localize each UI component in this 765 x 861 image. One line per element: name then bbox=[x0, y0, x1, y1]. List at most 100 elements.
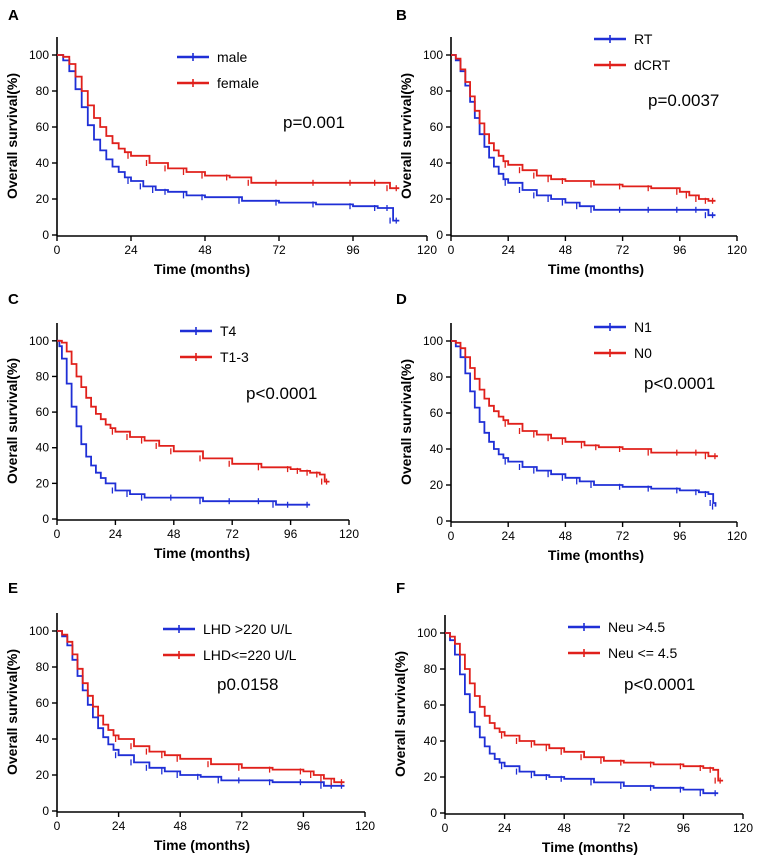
x-tick-label: 0 bbox=[54, 527, 61, 541]
x-axis-title: Time (months) bbox=[154, 261, 250, 277]
x-tick-label: 72 bbox=[616, 243, 630, 257]
y-tick-label: 20 bbox=[36, 476, 50, 490]
y-tick-label: 40 bbox=[36, 732, 50, 746]
p-value-annotation: p=0.0037 bbox=[648, 91, 719, 110]
y-tick-label: 20 bbox=[36, 192, 50, 206]
legend-label: male bbox=[217, 49, 248, 65]
y-tick-label: 20 bbox=[36, 768, 50, 782]
panel-d: D 0 24 48 72 96 120 0 20 40 60 80 100 Time (months) Ov… bbox=[396, 291, 747, 563]
x-tick-label: 0 bbox=[448, 243, 455, 257]
y-tick-label: 60 bbox=[36, 120, 50, 134]
x-tick-label: 48 bbox=[559, 529, 573, 543]
y-tick-label: 40 bbox=[36, 156, 50, 170]
x-tick-label: 96 bbox=[284, 527, 298, 541]
y-tick-label: 0 bbox=[436, 514, 443, 528]
y-tick-label: 40 bbox=[430, 156, 444, 170]
y-tick-label: 60 bbox=[36, 405, 50, 419]
y-axis-title: Overall survival(%) bbox=[398, 73, 414, 199]
x-tick-label: 48 bbox=[167, 527, 181, 541]
x-axis-title: Time (months) bbox=[542, 839, 638, 855]
x-tick-label: 72 bbox=[226, 527, 240, 541]
x-tick-label: 120 bbox=[339, 527, 359, 541]
x-tick-label: 24 bbox=[109, 527, 123, 541]
legend-label: dCRT bbox=[634, 57, 671, 73]
legend-item-2: N0 bbox=[594, 345, 652, 361]
y-tick-label: 80 bbox=[430, 84, 444, 98]
survival-curve-1 bbox=[451, 340, 717, 507]
y-tick-label: 60 bbox=[36, 696, 50, 710]
p-value-annotation: p0.0158 bbox=[217, 675, 278, 694]
legend-label: LHD<=220 U/L bbox=[203, 647, 297, 663]
y-tick-label: 20 bbox=[430, 192, 444, 206]
p-value-annotation: p<0.0001 bbox=[246, 384, 317, 403]
y-tick-label: 80 bbox=[424, 662, 438, 676]
y-tick-label: 0 bbox=[430, 806, 437, 820]
legend-item-1: Neu >4.5 bbox=[568, 619, 665, 635]
y-tick-label: 80 bbox=[36, 84, 50, 98]
x-tick-label: 120 bbox=[355, 819, 375, 833]
x-tick-label: 24 bbox=[112, 819, 126, 833]
survival-curve-1 bbox=[57, 630, 345, 787]
survival-curve-2 bbox=[57, 54, 400, 190]
y-tick-label: 40 bbox=[424, 734, 438, 748]
y-tick-label: 80 bbox=[36, 660, 50, 674]
y-tick-label: 20 bbox=[424, 770, 438, 784]
x-tick-label: 0 bbox=[448, 529, 455, 543]
x-tick-label: 72 bbox=[616, 529, 630, 543]
x-tick-label: 96 bbox=[297, 819, 311, 833]
panel-label: E bbox=[8, 580, 18, 597]
y-tick-label: 80 bbox=[36, 369, 50, 383]
y-tick-label: 100 bbox=[417, 626, 437, 640]
x-tick-label: 48 bbox=[559, 243, 573, 257]
x-tick-label: 72 bbox=[235, 819, 249, 833]
y-tick-label: 0 bbox=[42, 228, 49, 242]
y-tick-label: 100 bbox=[29, 624, 49, 638]
y-tick-label: 0 bbox=[436, 228, 443, 242]
x-tick-label: 120 bbox=[733, 821, 753, 835]
x-tick-label: 48 bbox=[198, 243, 212, 257]
legend-label: N1 bbox=[634, 319, 652, 335]
panel-a: A 0 24 48 72 96 120 0 20 40 60 80 100 Time (months) Ov… bbox=[4, 7, 437, 277]
legend-item-1: LHD >220 U/L bbox=[163, 621, 292, 637]
y-tick-label: 60 bbox=[430, 406, 444, 420]
y-tick-label: 60 bbox=[430, 120, 444, 134]
x-tick-label: 120 bbox=[727, 529, 747, 543]
legend-item-1: male bbox=[177, 49, 248, 65]
legend-label: RT bbox=[634, 31, 653, 47]
legend-label: Neu >4.5 bbox=[608, 619, 665, 635]
survival-curve-1 bbox=[57, 339, 311, 506]
y-tick-label: 100 bbox=[423, 334, 443, 348]
x-tick-label: 24 bbox=[502, 243, 516, 257]
y-tick-label: 20 bbox=[430, 478, 444, 492]
x-tick-label: 24 bbox=[124, 243, 138, 257]
legend-item-2: LHD<=220 U/L bbox=[163, 647, 297, 663]
legend-label: T4 bbox=[220, 323, 237, 339]
x-tick-label: 96 bbox=[673, 243, 687, 257]
y-tick-label: 80 bbox=[430, 370, 444, 384]
x-tick-label: 120 bbox=[727, 243, 747, 257]
panel-c: C 0 24 48 72 96 120 0 20 40 60 80 100 Time (months) Ov… bbox=[4, 291, 359, 561]
x-tick-label: 96 bbox=[346, 243, 360, 257]
y-tick-label: 0 bbox=[42, 512, 49, 526]
x-tick-label: 48 bbox=[174, 819, 188, 833]
x-tick-label: 0 bbox=[442, 821, 449, 835]
survival-curve-2 bbox=[445, 632, 724, 782]
x-tick-label: 72 bbox=[272, 243, 286, 257]
x-tick-label: 96 bbox=[677, 821, 691, 835]
y-tick-label: 100 bbox=[29, 334, 49, 348]
legend-item-2: dCRT bbox=[594, 57, 671, 73]
panel-f: F 0 24 48 72 96 120 0 20 40 60 80 100 Time (months) Ov… bbox=[392, 580, 753, 855]
legend-item-2: Neu <= 4.5 bbox=[568, 645, 677, 661]
panel-label: F bbox=[396, 580, 405, 597]
x-tick-label: 0 bbox=[54, 243, 61, 257]
panel-e: E 0 24 48 72 96 120 0 20 40 60 80 100 Time (months) Ov… bbox=[4, 580, 375, 853]
p-value-annotation: p=0.001 bbox=[283, 113, 345, 132]
x-axis-title: Time (months) bbox=[548, 261, 644, 277]
y-tick-label: 60 bbox=[424, 698, 438, 712]
y-axis-title: Overall survival(%) bbox=[4, 649, 20, 775]
survival-curve-1 bbox=[445, 632, 719, 795]
y-tick-label: 40 bbox=[430, 442, 444, 456]
y-tick-label: 100 bbox=[29, 48, 49, 62]
survival-curve-2 bbox=[451, 340, 718, 458]
